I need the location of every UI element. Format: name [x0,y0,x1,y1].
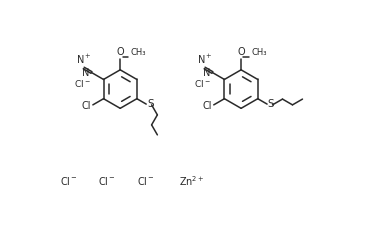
Text: O: O [237,47,245,57]
Text: S: S [147,99,154,109]
Text: Cl$^-$: Cl$^-$ [194,78,211,89]
Text: Cl$^-$: Cl$^-$ [98,175,116,188]
Text: Cl: Cl [203,101,212,111]
Text: CH₃: CH₃ [251,48,266,57]
Text: Cl$^-$: Cl$^-$ [60,175,77,188]
Text: Cl$^-$: Cl$^-$ [73,78,90,89]
Text: N: N [203,68,210,78]
Text: Zn$^{2+}$: Zn$^{2+}$ [179,174,204,188]
Text: N$^+$: N$^+$ [197,53,213,66]
Text: O: O [116,47,124,57]
Text: Cl: Cl [82,101,91,111]
Text: N$^+$: N$^+$ [76,53,92,66]
Text: CH₃: CH₃ [130,48,146,57]
Text: N: N [82,68,89,78]
Text: Cl$^-$: Cl$^-$ [137,175,155,188]
Text: S: S [268,99,275,109]
